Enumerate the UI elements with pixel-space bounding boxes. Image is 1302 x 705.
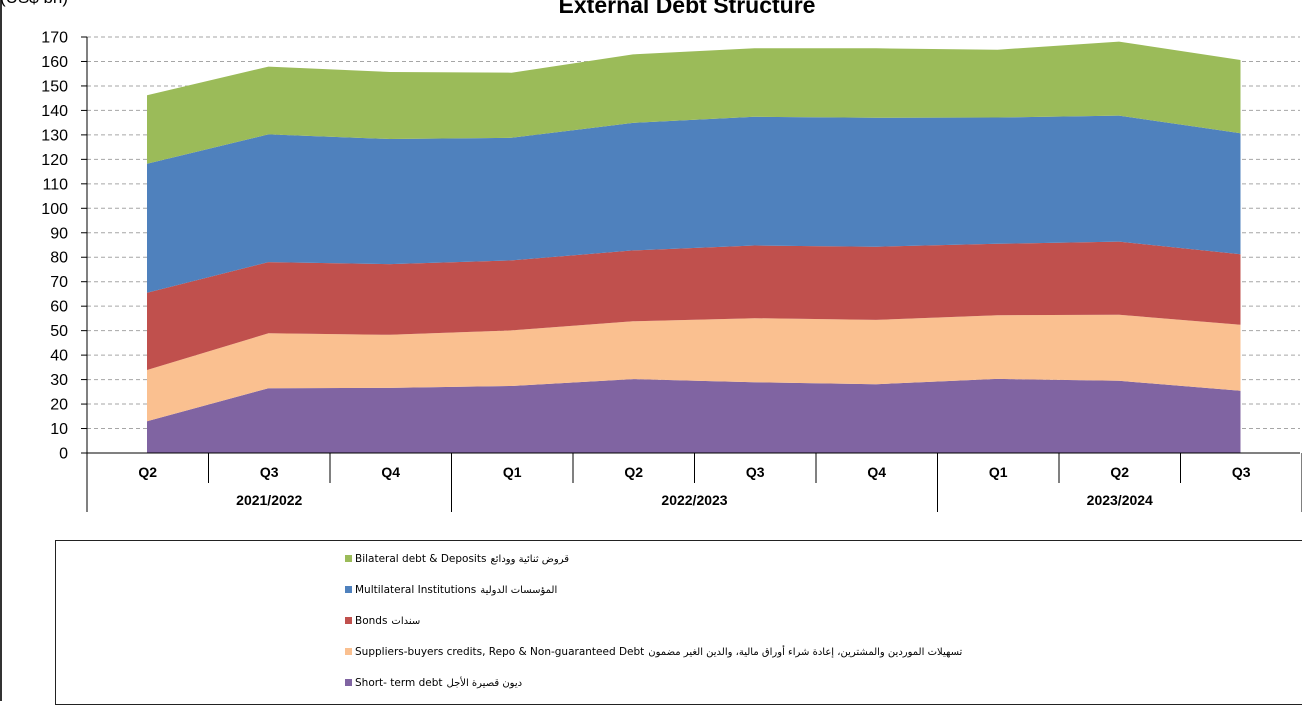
x-category-label: Q3 bbox=[260, 464, 279, 480]
y-tick-label: 100 bbox=[41, 201, 68, 218]
legend-label: Multilateral Institutions bbox=[355, 584, 477, 596]
y-tick-label: 80 bbox=[50, 250, 68, 267]
legend-label: Short- term debt bbox=[355, 677, 443, 689]
x-category-label: Q1 bbox=[989, 464, 1008, 480]
y-tick-label: 10 bbox=[50, 421, 68, 438]
x-category-label: Q4 bbox=[381, 464, 400, 480]
legend-item: Multilateral Institutions المؤسسات الدولي… bbox=[345, 584, 557, 596]
series-areas bbox=[147, 41, 1241, 453]
y-tick-label: 150 bbox=[41, 78, 68, 95]
y-tick-label: 140 bbox=[41, 103, 68, 120]
y-tick-label: 20 bbox=[50, 397, 68, 414]
legend-swatch bbox=[345, 555, 352, 562]
area-series-3 bbox=[147, 115, 1241, 293]
area-series-2 bbox=[147, 241, 1241, 370]
legend-item: Bonds سندات bbox=[345, 615, 420, 627]
fiscal-year-label: 2021/2022 bbox=[236, 492, 302, 508]
y-tick-label: 60 bbox=[50, 299, 68, 316]
area-series-4 bbox=[147, 41, 1241, 164]
axis-labels: 0 10 20 30 40 50 60 70 80 90 100 110 120 130 140 150 160… bbox=[41, 30, 1250, 509]
y-tick-label: 50 bbox=[50, 323, 68, 340]
axes bbox=[81, 36, 1302, 512]
legend-label-arabic: المؤسسات الدولية bbox=[480, 585, 558, 596]
legend-label-arabic: تسهيلات الموردين والمشترين، إعادة شراء أ… bbox=[648, 647, 963, 658]
y-tick-label: 170 bbox=[41, 30, 68, 47]
area-series-0 bbox=[147, 378, 1241, 453]
chart-title: External Debt Structure bbox=[558, 0, 816, 18]
area-chart: 0 10 20 30 40 50 60 70 80 90 100 110 120 130 140 150 160… bbox=[41, 30, 1302, 512]
x-category-label: Q3 bbox=[1232, 464, 1251, 480]
y-tick-label: 160 bbox=[41, 54, 68, 71]
legend: Bilateral debt & Deposits قروض ثنائية وود… bbox=[55, 540, 1302, 705]
legend-swatch bbox=[345, 679, 352, 686]
legend-swatch bbox=[345, 617, 352, 624]
y-tick-label: 130 bbox=[41, 127, 68, 144]
legend-item: Short- term debt ديون قصيرة الأجل bbox=[345, 677, 522, 689]
y-tick-label: 110 bbox=[42, 176, 68, 193]
x-category-label: Q2 bbox=[624, 464, 643, 480]
legend-label: Bilateral debt & Deposits bbox=[355, 553, 487, 565]
legend-item: Suppliers-buyers credits, Repo & Non-gua… bbox=[345, 646, 962, 658]
area-series-1 bbox=[147, 314, 1241, 422]
y-tick-label: 30 bbox=[50, 372, 68, 389]
unit-label: (US$ bn) bbox=[0, 0, 68, 8]
legend-label: Suppliers-buyers credits, Repo & Non-gua… bbox=[355, 646, 645, 658]
y-tick-label: 40 bbox=[50, 348, 68, 365]
legend-label-arabic: ديون قصيرة الأجل bbox=[446, 678, 523, 689]
x-category-label: Q2 bbox=[1110, 464, 1129, 480]
chart-frame-border bbox=[0, 0, 2, 701]
y-tick-label: 70 bbox=[50, 274, 68, 291]
fiscal-year-label: 2023/2024 bbox=[1087, 492, 1153, 508]
legend-label-arabic: قروض ثنائية وودائع bbox=[490, 554, 570, 565]
y-tick-label: 0 bbox=[59, 446, 68, 463]
x-category-label: Q2 bbox=[138, 464, 157, 480]
x-category-label: Q1 bbox=[503, 464, 522, 480]
legend-label-arabic: سندات bbox=[391, 616, 421, 627]
x-category-label: Q3 bbox=[746, 464, 765, 480]
y-tick-label: 120 bbox=[41, 152, 68, 169]
y-tick-label: 90 bbox=[50, 225, 68, 242]
legend-item: Bilateral debt & Deposits قروض ثنائية وود… bbox=[345, 553, 569, 565]
fiscal-year-label: 2022/2023 bbox=[661, 492, 727, 508]
legend-label: Bonds bbox=[355, 615, 388, 627]
legend-swatch bbox=[345, 648, 352, 655]
x-category-label: Q4 bbox=[867, 464, 886, 480]
legend-swatch bbox=[345, 586, 352, 593]
